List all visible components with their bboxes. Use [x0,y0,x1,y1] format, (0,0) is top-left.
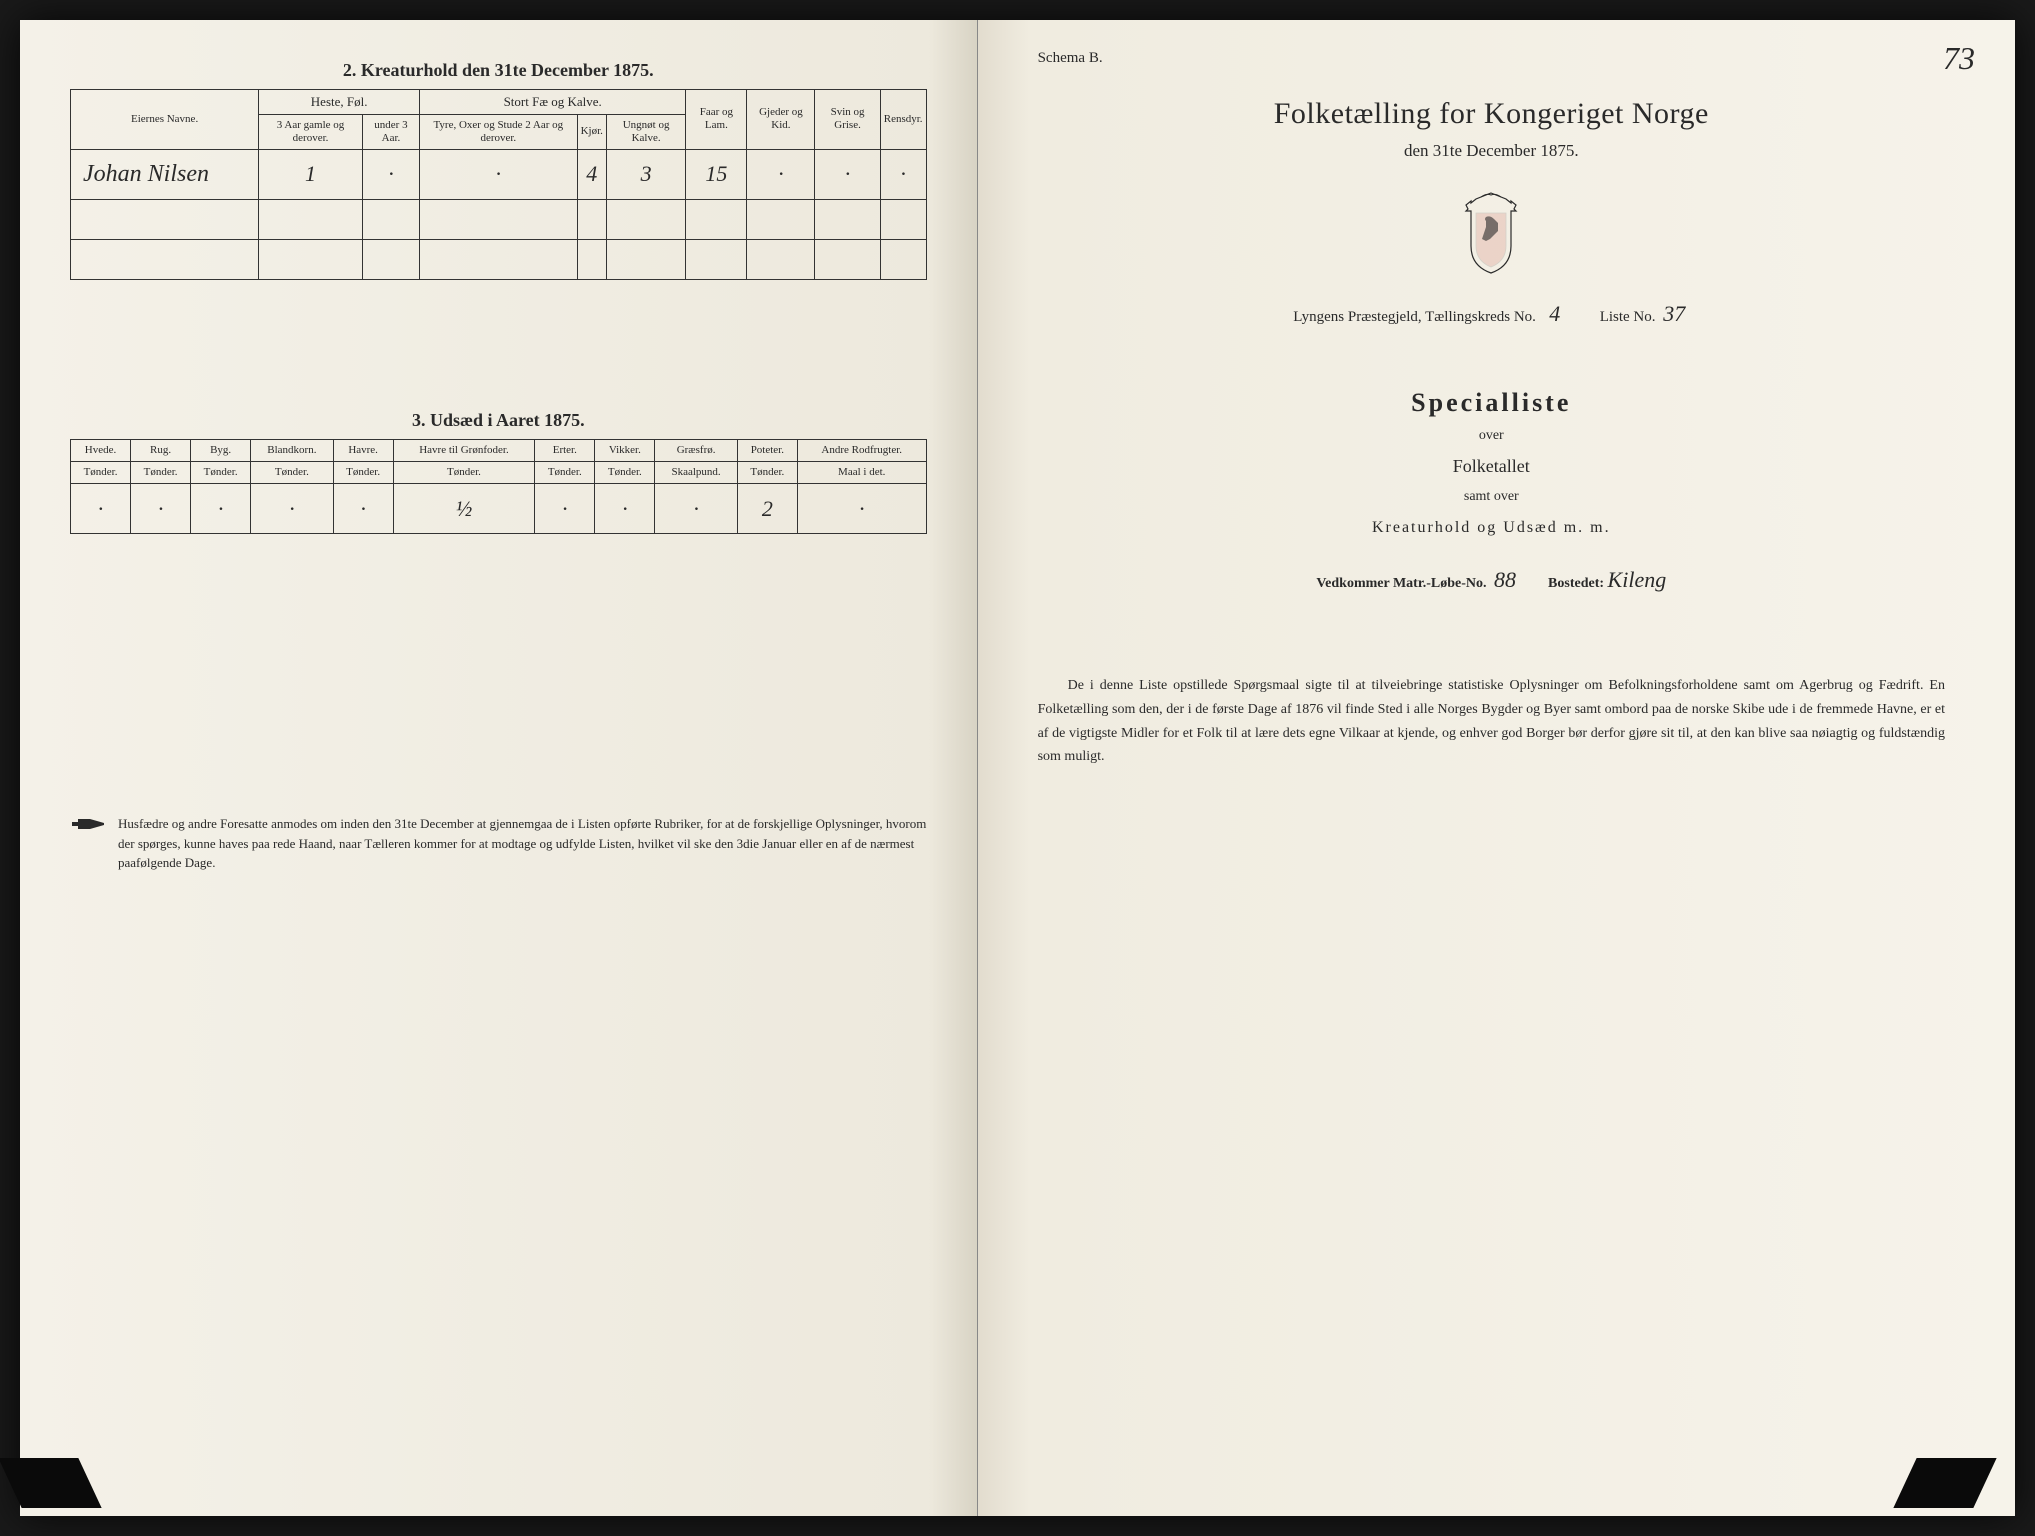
left-page: 2. Kreaturhold den 31te December 1875. E… [20,20,978,1516]
th-graes: Græsfrø. [655,439,737,461]
subtitle: den 31te December 1875. [1038,141,1945,161]
liste-no: 37 [1659,301,1689,328]
th-havreg-sub: Tønder. [393,462,535,484]
th-havre-sub: Tønder. [333,462,393,484]
fill-line: Lyngens Præstegjeld, Tællingskreds No. 4… [1038,301,1945,328]
kreds-no: 4 [1540,301,1570,328]
cell-heste-b: · [362,149,419,199]
cell-svin: · [815,149,880,199]
cell-heste-a: 1 [259,149,363,199]
th-owner: Eiernes Navne. [71,90,259,150]
th-havreg: Havre til Grønfoder. [393,439,535,461]
th-erter: Erter. [535,439,595,461]
th-stort-c: Ungnøt og Kalve. [606,114,685,149]
cell-vikker: · [595,484,655,534]
schema-label: Schema B. [1038,50,1945,67]
matr-line: Vedkommer Matr.-Løbe-No. 88 Bostedet: Ki… [1038,567,1945,594]
cell-stort-b: 4 [577,149,606,199]
cell-graes: · [655,484,737,534]
right-page: Schema B. 73 Folketælling for Kongeriget… [978,20,2015,1516]
cell-gjeder: · [747,149,815,199]
th-vikker: Vikker. [595,439,655,461]
cell-faar: 15 [686,149,747,199]
th-heste-b: under 3 Aar. [362,114,419,149]
kreaturhold-table: Eiernes Navne. Heste, Føl. Stort Fæ og K… [70,89,927,280]
footnote: Husfædre og andre Foresatte anmodes om i… [70,814,927,873]
th-heste-a: 3 Aar gamle og derover. [259,114,363,149]
table-row [71,239,927,279]
th-andre-sub: Maal i det. [797,462,926,484]
specialliste-title: Specialliste [1038,388,1945,418]
th-poteter-sub: Tønder. [737,462,797,484]
th-erter-sub: Tønder. [535,462,595,484]
th-byg-sub: Tønder. [191,462,251,484]
kreatur-label: Kreaturhold og Udsæd m. m. [1038,519,1945,537]
th-bland-sub: Tønder. [251,462,333,484]
body-text: De i denne Liste opstillede Spørgsmaal s… [1038,674,1945,769]
th-bland: Blandkorn. [251,439,333,461]
liste-label: Liste No. [1600,309,1656,325]
table-row: · · · · · ½ · · · 2 · [71,484,927,534]
cell-owner: Johan Nilsen [71,149,259,199]
cell-andre: · [797,484,926,534]
th-rug-sub: Tønder. [131,462,191,484]
page-number: 73 [1943,40,1975,77]
th-hvede: Hvede. [71,439,131,461]
coat-of-arms-icon [1456,191,1526,276]
book-spread: 2. Kreaturhold den 31te December 1875. E… [20,20,2015,1516]
th-ren: Rensdyr. [880,90,926,150]
th-byg: Byg. [191,439,251,461]
th-havre: Havre. [333,439,393,461]
th-stort-a: Tyre, Oxer og Stude 2 Aar og derover. [420,114,578,149]
section2-title: 2. Kreaturhold den 31te December 1875. [70,60,927,81]
cell-havre: · [333,484,393,534]
cell-byg: · [191,484,251,534]
cell-hvede: · [71,484,131,534]
scan-corner [0,1458,102,1508]
th-stort-group: Stort Fæ og Kalve. [420,90,686,115]
bosted-value: Kileng [1608,567,1667,594]
table-row [71,199,927,239]
th-faar: Faar og Lam. [686,90,747,150]
samt-label: samt over [1038,489,1945,505]
cell-bland: · [251,484,333,534]
over-label: over [1038,428,1945,444]
th-andre: Andre Rodfrugter. [797,439,926,461]
table-row: Johan Nilsen 1 · · 4 3 15 · · · [71,149,927,199]
main-title: Folketælling for Kongeriget Norge [1038,97,1945,131]
cell-poteter: 2 [737,484,797,534]
cell-rug: · [131,484,191,534]
th-poteter: Poteter. [737,439,797,461]
section3-title: 3. Udsæd i Aaret 1875. [70,410,927,431]
th-vikker-sub: Tønder. [595,462,655,484]
bosted-label: Bostedet: [1548,576,1604,591]
cell-ren: · [880,149,926,199]
th-rug: Rug. [131,439,191,461]
th-stort-b: Kjør. [577,114,606,149]
footnote-text: Husfædre og andre Foresatte anmodes om i… [118,814,927,873]
th-gjeder: Gjeder og Kid. [747,90,815,150]
matr-no: 88 [1490,567,1520,594]
cell-havreg: ½ [393,484,535,534]
th-graes-sub: Skaalpund. [655,462,737,484]
cell-erter: · [535,484,595,534]
th-heste-group: Heste, Føl. [259,90,420,115]
th-hvede-sub: Tønder. [71,462,131,484]
udsaed-table: Hvede. Rug. Byg. Blandkorn. Havre. Havre… [70,439,927,534]
folketallet-label: Folketallet [1038,456,1945,477]
prestegjeld-label: Lyngens Præstegjeld, Tællingskreds No. [1293,309,1536,325]
scan-corner [1893,1458,1996,1508]
matr-label: Vedkommer Matr.-Løbe-No. [1316,576,1486,591]
pointing-hand-icon [70,814,106,834]
cell-stort-c: 3 [606,149,685,199]
cell-stort-a: · [420,149,578,199]
th-svin: Svin og Grise. [815,90,880,150]
